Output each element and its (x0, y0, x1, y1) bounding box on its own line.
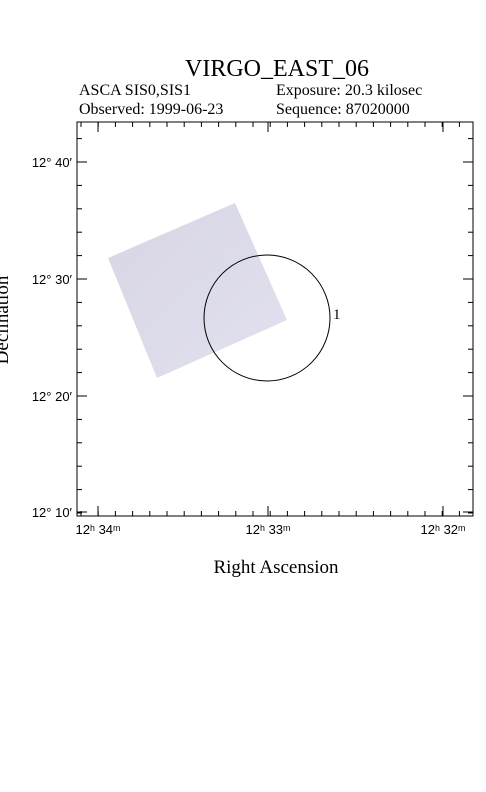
title: VIRGO_EAST_06 (185, 56, 369, 82)
plot-frame (76, 121, 474, 517)
x-tick-label: 12ʰ 33ᵐ (246, 522, 291, 537)
y-axis-label: Declination (0, 275, 13, 364)
y-tick-label: 12° 20′ (32, 389, 73, 404)
sequence: Sequence: 87020000 (276, 101, 410, 118)
y-tick-label: 12° 10′ (32, 505, 73, 520)
exposure: Exposure: 20.3 kilosec (276, 82, 422, 99)
x-tick-label: 12ʰ 32ᵐ (421, 522, 466, 537)
instrument: ASCA SIS0,SIS1 (79, 82, 191, 99)
observed: Observed: 1999-06-23 (79, 101, 223, 118)
x-tick-label: 12ʰ 34ᵐ (76, 522, 121, 537)
y-tick-label: 12° 30′ (32, 272, 73, 287)
x-axis-label: Right Ascension (213, 557, 339, 578)
source-circle (203, 254, 331, 382)
y-tick-label: 12° 40′ (32, 155, 73, 170)
sky-image (108, 203, 287, 378)
ticks: 12ʰ 34ᵐ 12ʰ 33ᵐ 12ʰ 32ᵐ 12° 40′ 12° 30′ 12° 2… (32, 122, 473, 537)
source-label: 1 (333, 307, 341, 323)
